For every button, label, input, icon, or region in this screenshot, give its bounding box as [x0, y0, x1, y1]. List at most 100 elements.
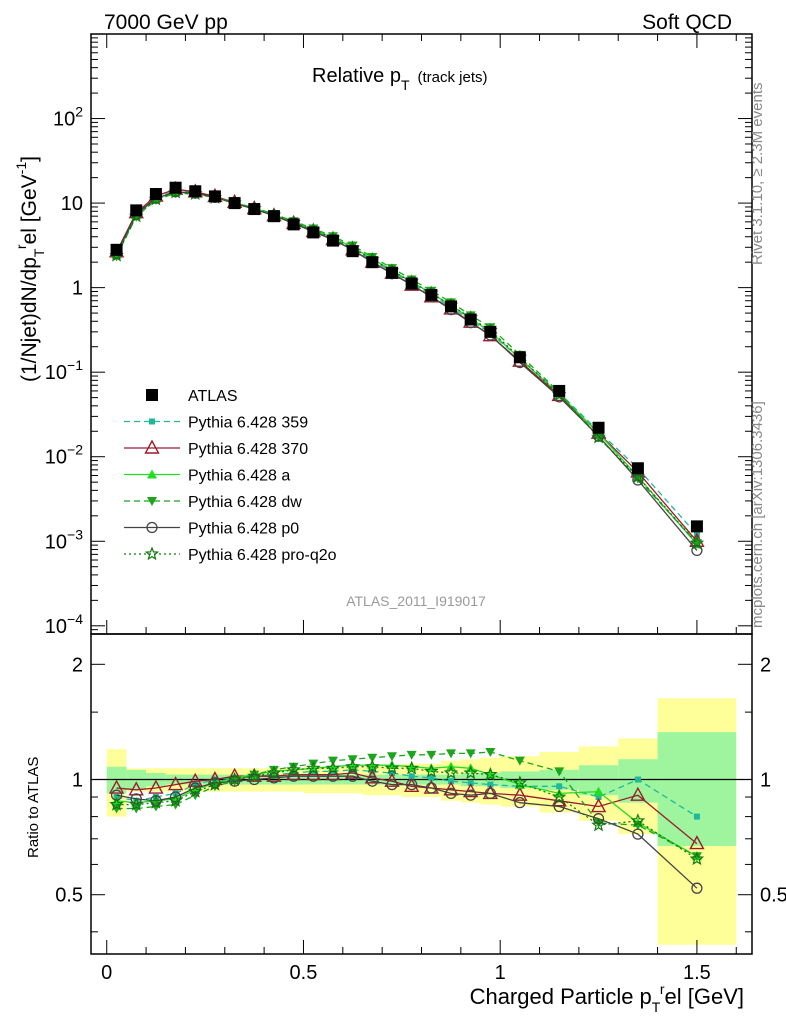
legend-label-ATLAS: ATLAS [188, 388, 238, 405]
main-line-a [116, 191, 698, 545]
main-y-label: (1/Njet)dN/dpTrel [GeV-1] [13, 156, 47, 382]
main-line-p370 [116, 188, 698, 542]
x-axis-label-sup: r [660, 981, 665, 997]
atlas-point-22 [592, 421, 605, 434]
x-axis-label-tail: el [GeV] [665, 984, 744, 1009]
atlas-point-12 [346, 245, 359, 258]
atlas-point-13 [366, 256, 379, 269]
ratio-point-proq2o-3 [168, 793, 183, 807]
ratio-point-proq2o-10 [306, 760, 321, 775]
ratio-point-p0-23 [632, 828, 644, 840]
legend-label-p0: Pythia 6.428 p0 [188, 521, 299, 538]
ratio-point-a-20 [514, 779, 525, 789]
atlas-point-7 [248, 203, 261, 216]
ratio-line-p0 [116, 775, 698, 889]
ratio-y-tick-label-left-2: 2 [72, 654, 83, 676]
main-y-label-tail: el [GeV [18, 174, 41, 244]
ratio-point-p370-1 [128, 781, 144, 796]
atlas-point-5 [208, 190, 221, 203]
legend-marker-p359 [149, 418, 155, 425]
ratio-y-tick-label-left-1: 1 [72, 770, 83, 792]
atlas-point-10 [307, 226, 320, 239]
ratio-y-tick-label-left-0: 0.5 [55, 885, 83, 907]
ratio-point-dw-21 [554, 767, 565, 777]
atlas-point-20 [513, 351, 526, 364]
ratio-point-p359-19 [487, 781, 494, 788]
ratio-point-p359-17 [448, 778, 455, 785]
main-y-tick-exp-0: 2 [75, 104, 83, 120]
ratio-point-proq2o-4 [188, 783, 203, 798]
main-line-dw [116, 192, 698, 544]
side-label-rivet: Rivet 3.1.10, ≥ 2.3M events [749, 83, 766, 266]
ratio-point-a-16 [426, 763, 437, 773]
main-plot-frame [90, 33, 753, 635]
ratio-point-p0-21 [553, 800, 565, 813]
ratio-point-dw-24 [691, 852, 702, 862]
ratio-point-dw-15 [406, 750, 417, 760]
ratio-point-proq2o-21 [551, 789, 567, 804]
ratio-point-proq2o-13 [365, 759, 380, 773]
atlas-point-6 [228, 197, 241, 210]
x-tick-label-0: 0 [101, 962, 112, 984]
ratio-point-p359-22 [595, 794, 602, 801]
main-y-tick-exp-6: −4 [67, 611, 83, 627]
main-y-tick-base-4: 10 [45, 447, 67, 469]
legend-label-p370: Pythia 6.428 370 [188, 441, 308, 458]
ratio-point-p359-24 [693, 813, 700, 820]
atlas-point-16 [425, 288, 438, 301]
main-series-group [108, 180, 705, 557]
ratio-y-label: Ratio to ATLAS [25, 757, 42, 858]
header-left: 7000 GeV pp [104, 11, 228, 34]
ratio-point-p370-0 [108, 779, 125, 794]
ratio-point-p0-17 [445, 787, 457, 800]
atlas-point-14 [385, 266, 398, 279]
ratio-point-proq2o-8 [266, 765, 282, 780]
ratio-point-dw-20 [514, 756, 525, 766]
main-y-tick-label-2: 1 [72, 278, 83, 300]
ratio-point-p0-3 [169, 791, 182, 803]
ratio-point-p0-7 [248, 773, 260, 786]
main-title-suffix: (track jets) [418, 69, 488, 86]
atlas-point-18 [464, 313, 477, 326]
ratio-y-tick-label-right-1: 1 [760, 770, 771, 792]
main-y-tick-label-5: 10−3 [45, 526, 83, 553]
main-y-tick-label-6: 10−4 [45, 611, 83, 638]
main-y-tick-label-0: 102 [53, 104, 83, 131]
ratio-point-p359-18 [467, 779, 474, 786]
ratio-point-p370-20 [512, 786, 528, 801]
ratio-point-p359-21 [556, 783, 563, 790]
main-y-tick-label-1: 10 [61, 193, 83, 215]
ratio-point-p0-14 [386, 778, 398, 791]
main-line-proq2o [116, 191, 698, 544]
legend-marker-a [147, 469, 157, 479]
ratio-point-dw-10 [308, 759, 319, 769]
ratio-point-p0-12 [346, 770, 359, 782]
legend-label-p359: Pythia 6.428 359 [188, 415, 308, 432]
main-y-tick-label-4: 10−2 [45, 442, 83, 469]
main-title: Relative pT (track jets) [312, 65, 488, 93]
main-point-proq2o-24 [689, 535, 705, 550]
atlas-point-11 [326, 234, 339, 247]
main-y-label-end: ] [18, 156, 41, 162]
band-stat-24 [657, 732, 737, 847]
ratio-point-proq2o-7 [247, 768, 262, 783]
ratio-point-p0-4 [189, 782, 201, 794]
ratio-point-p0-15 [406, 778, 418, 791]
atlas-point-1 [130, 204, 143, 217]
main-point-proq2o-22 [591, 429, 606, 444]
atlas-point-21 [553, 384, 566, 397]
ratio-point-proq2o-18 [463, 765, 478, 780]
ratio-point-p370-3 [167, 776, 184, 791]
ratio-point-proq2o-12 [345, 759, 360, 773]
ratio-point-proq2o-1 [128, 796, 144, 811]
atlas-point-24 [690, 520, 703, 533]
ratio-point-p0-20 [514, 797, 526, 809]
x-tick-label-1: 0.5 [290, 962, 318, 984]
ratio-point-p0-9 [287, 770, 300, 782]
analysis-id: ATLAS_2011_I919017 [346, 593, 486, 609]
atlas-point-2 [149, 188, 162, 201]
ratio-point-dw-13 [367, 753, 378, 763]
